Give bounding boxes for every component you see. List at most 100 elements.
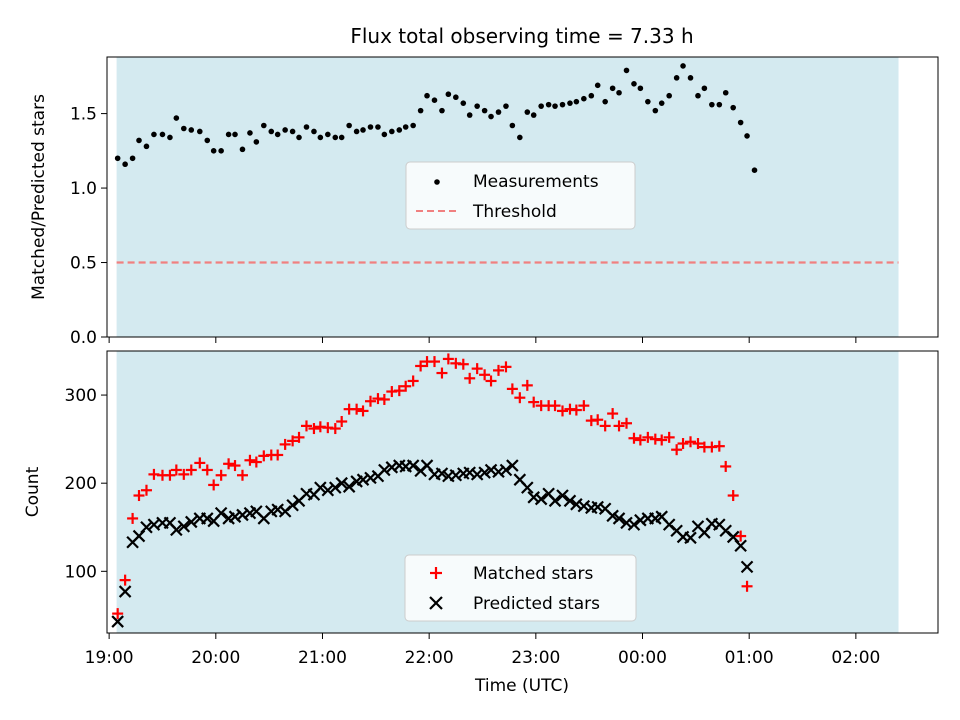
bottom-y-axis-label: Count <box>23 466 43 517</box>
matched-star-point <box>272 449 284 461</box>
measurement-point <box>253 139 260 145</box>
matched-star-point <box>351 403 363 415</box>
predicted-star-point <box>177 520 191 533</box>
measurement-point <box>143 143 150 150</box>
matched-star-point <box>215 469 227 481</box>
matched-star-point <box>570 404 582 416</box>
matched-star-point <box>628 432 640 444</box>
measurement-point <box>402 124 409 130</box>
x-tick-label: 00:00 <box>618 648 667 668</box>
predicted-star-point <box>612 512 626 525</box>
measurement-point <box>261 122 267 129</box>
x-tick-label: 20:00 <box>191 648 240 668</box>
measurement-point <box>417 107 424 114</box>
measurement-point <box>695 92 701 99</box>
predicted-star-point <box>170 523 183 537</box>
matched-star-point <box>685 436 697 448</box>
legend-matched-marker <box>430 567 442 579</box>
predicted-star-point <box>271 503 284 516</box>
measurement-point <box>296 134 302 141</box>
bottom-y-tick-label: 300 <box>65 386 97 406</box>
legend-threshold-label: Threshold <box>472 202 557 222</box>
matched-star-point <box>471 363 483 375</box>
matched-star-point <box>127 512 139 524</box>
predicted-star-point <box>111 615 124 628</box>
predicted-star-point <box>214 506 228 520</box>
x-axis-label: Time (UTC) <box>474 676 569 696</box>
measurement-point <box>744 133 750 139</box>
matched-star-point <box>549 400 561 412</box>
predicted-star-point <box>184 515 198 529</box>
matched-star-point <box>642 431 654 443</box>
predicted-star-point <box>321 483 335 497</box>
measurement-point <box>474 103 480 109</box>
matched-star-point <box>557 405 569 417</box>
matched-star-point <box>599 420 611 432</box>
matched-star-point <box>692 438 704 450</box>
matched-star-point <box>492 364 504 376</box>
matched-star-point <box>607 408 619 420</box>
matched-star-point <box>479 369 491 381</box>
x-tick-label: 01:00 <box>725 648 774 668</box>
matched-star-point <box>279 438 291 450</box>
measurement-point <box>466 112 473 118</box>
measurement-point <box>645 98 651 105</box>
measurement-point <box>730 104 736 111</box>
top-y-tick-label: 1.0 <box>70 179 97 199</box>
matched-star-point <box>164 469 176 481</box>
predicted-star-point <box>521 481 534 494</box>
measurement-point <box>609 85 616 92</box>
measurement-point <box>424 92 430 99</box>
measurement-point <box>303 124 310 130</box>
measurement-point <box>367 124 374 130</box>
measurement-point <box>151 131 157 138</box>
measurement-point <box>687 75 694 81</box>
measurement-point <box>658 100 665 106</box>
measurement-point <box>225 131 232 138</box>
measurement-point <box>495 109 502 115</box>
measurement-point <box>210 148 217 154</box>
measurement-point <box>353 128 360 135</box>
matched-star-point <box>506 383 518 395</box>
measurement-point <box>268 128 275 135</box>
matched-star-point <box>592 414 604 426</box>
matched-star-point <box>287 435 299 447</box>
predicted-star-point <box>286 498 299 512</box>
matched-star-point <box>223 458 235 470</box>
measurement-point <box>159 131 166 138</box>
bottom-y-tick-label: 200 <box>65 474 97 494</box>
measurement-point <box>232 131 238 138</box>
matched-star-point <box>578 400 590 412</box>
measurement-point <box>559 101 566 108</box>
measurement-point <box>167 134 173 141</box>
measurement-point <box>247 130 253 136</box>
measurement-point <box>517 134 523 141</box>
predicted-star-point <box>356 473 370 486</box>
measurement-point <box>652 107 659 114</box>
measurement-point <box>410 122 416 129</box>
predicted-star-point <box>463 466 476 479</box>
matched-star-point <box>521 379 533 391</box>
measurement-point <box>173 115 180 121</box>
matched-star-point <box>671 444 683 456</box>
predicted-star-point <box>570 498 583 511</box>
legend-predicted-label: Predicted stars <box>473 594 600 614</box>
measurement-point <box>545 101 552 108</box>
measurement-point <box>722 89 729 96</box>
predicted-star-point <box>492 465 505 479</box>
predicted-star-point <box>478 466 491 479</box>
matched-star-point <box>407 375 419 387</box>
matched-star-point <box>677 438 689 450</box>
matched-star-point <box>112 608 124 620</box>
predicted-star-point <box>484 463 498 477</box>
measurement-point <box>282 127 288 133</box>
matched-star-point <box>178 468 190 480</box>
measurement-point <box>594 82 601 89</box>
predicted-star-point <box>342 480 356 493</box>
matched-star-point <box>140 484 152 496</box>
predicted-star-point <box>364 471 377 485</box>
matched-star-point <box>720 460 732 472</box>
matched-star-point <box>713 440 725 452</box>
x-tick-label: 02:00 <box>831 648 880 668</box>
